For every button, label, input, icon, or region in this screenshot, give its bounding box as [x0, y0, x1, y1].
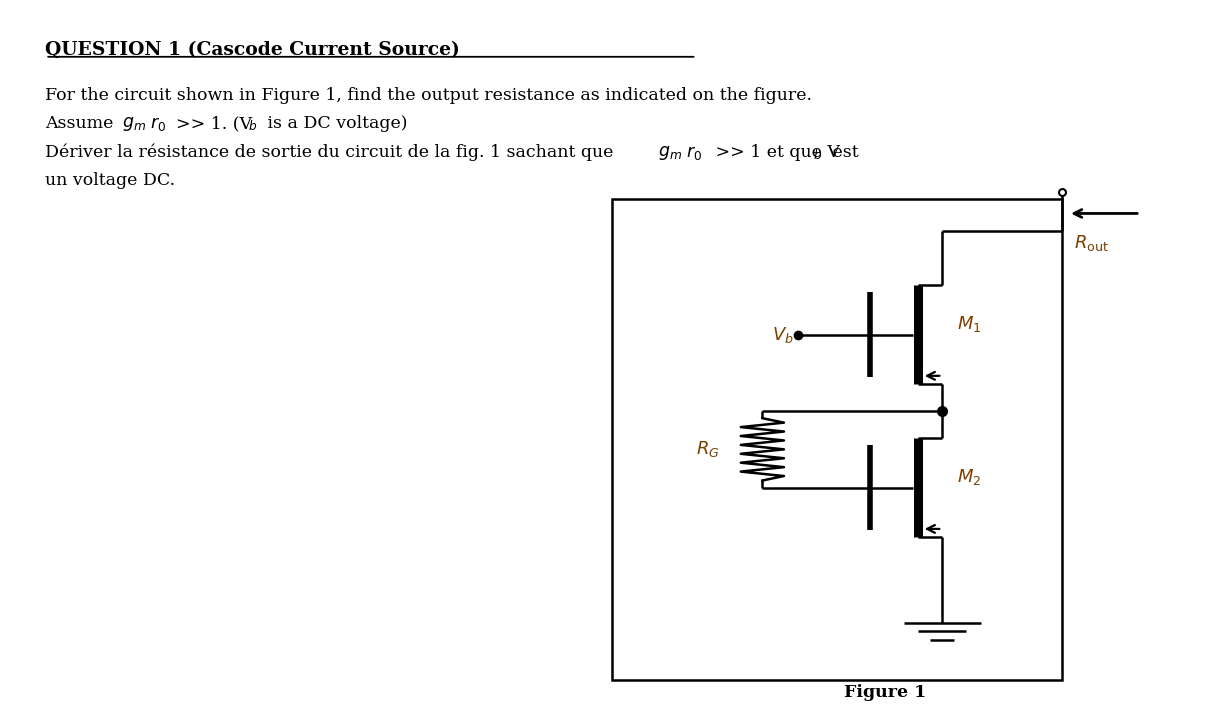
Text: $M_1$: $M_1$: [957, 314, 981, 334]
Text: est: est: [827, 144, 859, 160]
Text: Assume: Assume: [45, 115, 119, 132]
Text: $R_{\mathrm{out}}$: $R_{\mathrm{out}}$: [1075, 233, 1109, 253]
Text: >> 1 et que V: >> 1 et que V: [710, 144, 839, 160]
Text: >> 1. (V: >> 1. (V: [176, 115, 252, 132]
Text: For the circuit shown in Figure 1, find the output resistance as indicated on th: For the circuit shown in Figure 1, find …: [45, 86, 813, 104]
Bar: [613, 199, 1063, 680]
Text: $g_m$: $g_m$: [659, 144, 682, 162]
Text: $r_0$: $r_0$: [149, 115, 166, 133]
Text: $_b$: $_b$: [813, 144, 822, 162]
Text: Dériver la résistance de sortie du circuit de la fig. 1 sachant que: Dériver la résistance de sortie du circu…: [45, 144, 619, 161]
Text: $_b$: $_b$: [247, 115, 257, 133]
Text: $M_2$: $M_2$: [957, 467, 981, 487]
Text: Figure 1: Figure 1: [844, 684, 927, 701]
Text: un voltage DC.: un voltage DC.: [45, 172, 176, 189]
Text: $R_G$: $R_G$: [696, 439, 721, 460]
Text: $r_0$: $r_0$: [685, 144, 701, 162]
Text: is a DC voltage): is a DC voltage): [262, 115, 408, 132]
Text: QUESTION 1 (Cascode Current Source): QUESTION 1 (Cascode Current Source): [45, 41, 460, 59]
Text: $g_m$: $g_m$: [123, 115, 146, 133]
Text: $V_b$: $V_b$: [771, 325, 793, 345]
